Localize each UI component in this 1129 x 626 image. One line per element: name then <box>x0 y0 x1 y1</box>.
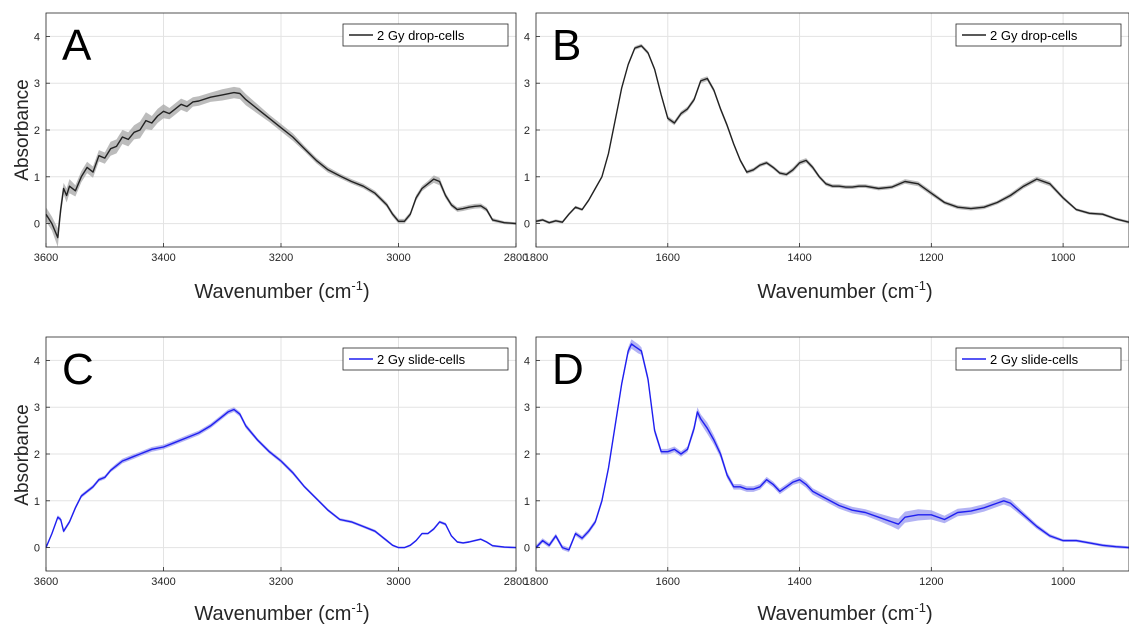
chart-c-ytick-label: 1 <box>34 496 40 508</box>
chart-d-xtick-label: 1600 <box>656 576 680 588</box>
chart-c-legend-label: 2 Gy slide-cells <box>377 352 466 367</box>
chart-b-ytick-label: 1 <box>524 172 530 184</box>
chart-c-xtick-label: 3000 <box>386 576 410 588</box>
xlabel-a-main: Wavenumber (cm <box>194 281 351 303</box>
chart-d-ytick-label: 4 <box>524 355 530 367</box>
chart-c-panel-letter: C <box>62 345 94 394</box>
chart-b-legend-label: 2 Gy drop-cells <box>990 28 1078 43</box>
xlabel-c-main: Wavenumber (cm <box>194 603 351 625</box>
chart-a-ytick-label: 0 <box>34 219 40 231</box>
chart-b-xtick-label: 1400 <box>787 252 811 264</box>
chart-b-ytick-label: 0 <box>524 219 530 231</box>
chart-b-xtick-label: 1200 <box>919 252 943 264</box>
chart-c-line <box>45 408 517 549</box>
chart-a-panel-letter: A <box>62 21 92 70</box>
chart-b-xtick-label: 1800 <box>524 252 548 264</box>
chart-c: 3600 3400 3200 3000 2800 0 1 2 3 4 C 2 Gy slide-cel… <box>34 336 528 588</box>
chart-c-xtick-label: 3600 <box>34 576 58 588</box>
chart-d-ytick-label: 1 <box>524 496 530 508</box>
chart-d-legend-label: 2 Gy slide-cells <box>990 352 1079 367</box>
chart-a-ytick-label: 3 <box>34 78 40 90</box>
chart-a-xtick-label: 2800 <box>504 252 528 264</box>
xlabel-a: Wavenumber (cm-1) <box>194 278 369 303</box>
chart-d-panel-letter: D <box>552 345 584 394</box>
chart-b-xtick-label: 1600 <box>656 252 680 264</box>
chart-d-xtick-label: 1000 <box>1051 576 1075 588</box>
xlabel-c: Wavenumber (cm-1) <box>194 600 369 625</box>
chart-b-ytick-label: 3 <box>524 78 530 90</box>
chart-b-xtick-label: 1000 <box>1051 252 1075 264</box>
chart-d-ytick-label: 2 <box>524 449 530 461</box>
xlabel-d-close: ) <box>926 603 933 625</box>
xlabel-c-close: ) <box>363 603 370 625</box>
chart-c-ytick-label: 2 <box>34 449 40 461</box>
chart-c-ytick-label: 0 <box>34 543 40 555</box>
chart-b: 1800 1600 1400 1200 1000 0 1 2 3 4 B 2 Gy drop-cell… <box>524 12 1129 264</box>
chart-d-xtick-label: 1200 <box>919 576 943 588</box>
chart-d: 1800 1600 1400 1200 1000 0 1 2 3 4 D 2 Gy slide-cel… <box>524 336 1129 588</box>
chart-d-xtick-label: 1400 <box>787 576 811 588</box>
chart-c-ytick-label: 4 <box>34 355 40 367</box>
chart-d-ytick-label: 3 <box>524 402 530 414</box>
chart-b-ytick-label: 2 <box>524 125 530 137</box>
chart-c-legend <box>342 347 509 371</box>
xlabel-b-main: Wavenumber (cm <box>757 281 914 303</box>
chart-c-xtick-label: 3200 <box>269 576 293 588</box>
chart-a-ytick-label: 2 <box>34 125 40 137</box>
chart-d-xtick-label: 1800 <box>524 576 548 588</box>
chart-c-xtick-label: 3400 <box>151 576 175 588</box>
xlabel-d-main: Wavenumber (cm <box>757 603 914 625</box>
chart-c-xtick-label: 2800 <box>504 576 528 588</box>
chart-b-ytick-label: 4 <box>524 31 530 43</box>
chart-d-ytick-label: 0 <box>524 543 530 555</box>
chart-a-xtick-label: 3600 <box>34 252 58 264</box>
chart-d-legend <box>955 347 1122 371</box>
chart-a-xtick-label: 3000 <box>386 252 410 264</box>
chart-a-ytick-label: 4 <box>34 31 40 43</box>
xlabel-b-sup: -1 <box>914 278 926 293</box>
xlabel-b: Wavenumber (cm-1) <box>757 278 932 303</box>
chart-b-panel-letter: B <box>552 21 581 70</box>
xlabel-d: Wavenumber (cm-1) <box>757 600 932 625</box>
chart-a-xtick-label: 3400 <box>151 252 175 264</box>
xlabel-b-close: ) <box>926 281 933 303</box>
xlabel-c-sup: -1 <box>351 600 363 615</box>
chart-d-line <box>535 343 1129 551</box>
chart-a-xtick-label: 3200 <box>269 252 293 264</box>
chart-b-legend <box>955 23 1122 47</box>
ylabel-bottom: Absorbance <box>12 404 33 505</box>
chart-c-ytick-label: 3 <box>34 402 40 414</box>
chart-a-line <box>45 91 517 239</box>
chart-b-line <box>535 45 1129 224</box>
chart-a-legend-label: 2 Gy drop-cells <box>377 28 465 43</box>
chart-a-ytick-label: 1 <box>34 172 40 184</box>
ylabel-top: Absorbance <box>12 79 33 180</box>
xlabel-a-sup: -1 <box>351 278 363 293</box>
chart-a: 3600 3400 3200 3000 2800 0 1 2 3 4 A 2 Gy drop-cell… <box>34 12 528 264</box>
chart-a-legend <box>342 23 509 47</box>
xlabel-d-sup: -1 <box>914 600 926 615</box>
xlabel-a-close: ) <box>363 281 370 303</box>
